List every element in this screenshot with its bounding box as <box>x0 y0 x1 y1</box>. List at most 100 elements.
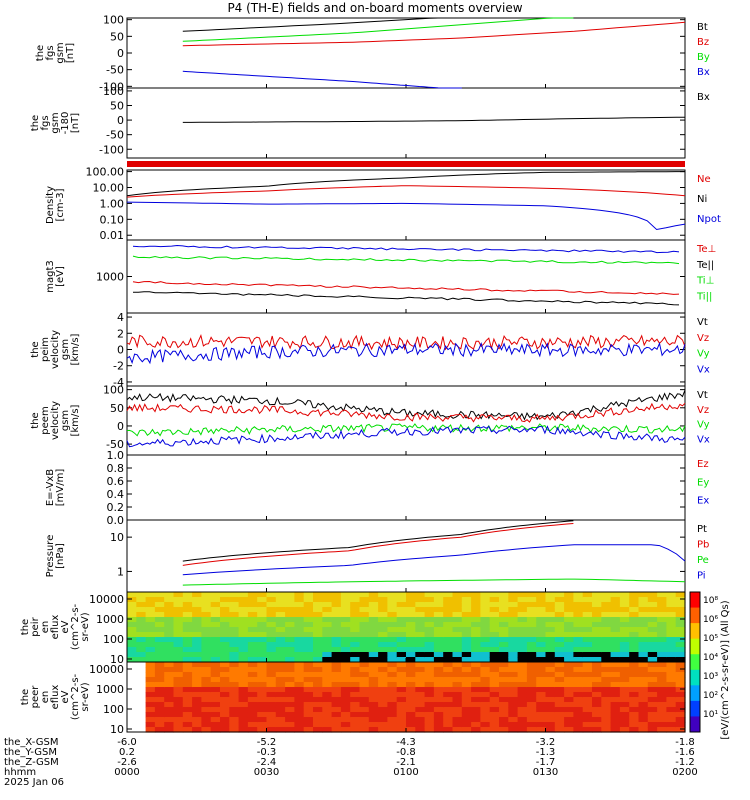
spectrogram-cell <box>340 637 351 643</box>
spectrogram-cell <box>350 697 361 703</box>
spectrogram-cell <box>480 652 491 658</box>
spectrogram-cell <box>350 592 361 598</box>
spectrogram-cell <box>433 617 444 623</box>
spectrogram-cell <box>154 602 165 608</box>
spectrogram-cell <box>322 692 333 698</box>
colorbar-tick: 10³ <box>703 672 718 682</box>
spectrogram-cell <box>201 617 212 623</box>
spectrogram-cell <box>192 622 202 628</box>
spectrogram-cell <box>573 607 584 613</box>
spectrogram-cell <box>554 642 565 648</box>
spectrogram-cell <box>368 712 379 718</box>
spectrogram-cell <box>396 667 407 673</box>
spectrogram-cell <box>350 647 361 653</box>
spectrogram-cell <box>210 647 221 653</box>
spectrogram-cell <box>647 622 658 628</box>
axis-row-label-hhmm: hhmm <box>4 767 36 778</box>
spectrogram-cell <box>619 682 630 688</box>
spectrogram-cell <box>629 592 640 598</box>
spectrogram-cell <box>378 632 388 638</box>
spectrogram-cell <box>359 697 370 703</box>
spectrogram-cell <box>173 622 184 628</box>
spectrogram-cell <box>406 712 416 718</box>
spectrogram-cell <box>517 682 528 688</box>
spectrogram-cell <box>666 717 677 723</box>
spectrogram-cell <box>220 607 230 613</box>
spectrogram-cell <box>461 602 472 608</box>
spectrogram-cell <box>173 702 184 708</box>
spectrogram-cell <box>517 617 528 623</box>
spectrogram-cell <box>266 722 277 728</box>
spectrogram-cell <box>499 622 509 628</box>
spectrogram-cell <box>601 617 612 623</box>
spectrogram-cell <box>480 697 491 703</box>
spectrogram-cell <box>508 632 519 638</box>
spectrogram-cell <box>285 617 295 623</box>
spectrogram-cell <box>368 617 379 623</box>
spectrogram-cell <box>359 727 370 733</box>
spectrogram-cell <box>387 602 398 608</box>
spectrogram-cell <box>257 652 268 658</box>
spectrogram-cell <box>647 667 658 673</box>
spectrogram-cell <box>313 647 323 653</box>
spectrogram-cell <box>489 637 500 643</box>
spectrogram-cell <box>127 712 137 718</box>
spectrogram-cell <box>350 617 361 623</box>
spectrogram-cell <box>247 622 258 628</box>
spectrogram-cell <box>331 677 342 683</box>
spectrogram-cell <box>545 717 556 723</box>
spectrogram-cell <box>192 682 202 688</box>
spectrogram-cell <box>285 602 295 608</box>
spectrogram-cell <box>471 702 481 708</box>
spectrogram-cell <box>127 682 137 688</box>
spectrogram-cell <box>275 607 286 613</box>
spectrogram-cell <box>368 652 379 658</box>
spectrogram-cell <box>350 727 361 733</box>
spectrogram-cell <box>201 592 212 598</box>
spectrogram-cell <box>424 662 435 668</box>
y-tick-label: 0 <box>117 114 124 127</box>
y-axis-label-line: velocity <box>50 330 61 369</box>
spectrogram-cell <box>433 707 444 713</box>
temperature-series <box>132 255 680 265</box>
spectrogram-cell <box>136 697 147 703</box>
spectrogram-cell <box>647 597 658 603</box>
axis-row-value: -1.3 <box>536 747 556 758</box>
spectrogram-cell <box>601 592 612 598</box>
spectrogram-cell <box>638 682 649 688</box>
spectrogram-cell <box>647 692 658 698</box>
spectrogram-cell <box>657 702 667 708</box>
spectrogram-cell <box>247 697 258 703</box>
spectrogram-cell <box>303 652 314 658</box>
spectrogram-cell <box>378 622 388 628</box>
spectrogram-cell <box>554 597 565 603</box>
spectrogram-cell <box>666 687 677 693</box>
spectrogram-cell <box>471 672 481 678</box>
spectrogram-cell <box>545 672 556 678</box>
spectrogram-cell <box>303 647 314 653</box>
spectrogram-cell <box>629 677 640 683</box>
spectrogram-cell <box>247 727 258 733</box>
spectrogram-cell <box>387 622 398 628</box>
spectrogram-cell <box>220 602 230 608</box>
spectrogram-cell <box>489 727 500 733</box>
spectrogram-cell <box>303 697 314 703</box>
spectrogram-cell <box>303 632 314 638</box>
spectrogram-cell <box>647 702 658 708</box>
spectrogram-cell <box>285 697 295 703</box>
spectrogram-cell <box>471 662 481 668</box>
spectrogram-cell <box>536 617 547 623</box>
spectrogram-cell <box>452 592 463 598</box>
legend-pressure-Pt: Pt <box>697 524 707 535</box>
spectrogram-cell <box>173 687 184 693</box>
spectrogram-cell <box>638 627 649 633</box>
spectrogram-cell <box>433 647 444 653</box>
legend-vpeim-Vy: Vy <box>697 349 710 360</box>
spectrogram-cell <box>294 642 305 648</box>
spectrogram-cell <box>257 667 268 673</box>
spectrogram-cell <box>675 652 686 658</box>
spectrogram-cell <box>145 602 156 608</box>
spectrogram-cell <box>368 647 379 653</box>
colorbar-tick: 10⁴ <box>703 653 718 663</box>
series-pressure-Pe <box>182 578 686 586</box>
